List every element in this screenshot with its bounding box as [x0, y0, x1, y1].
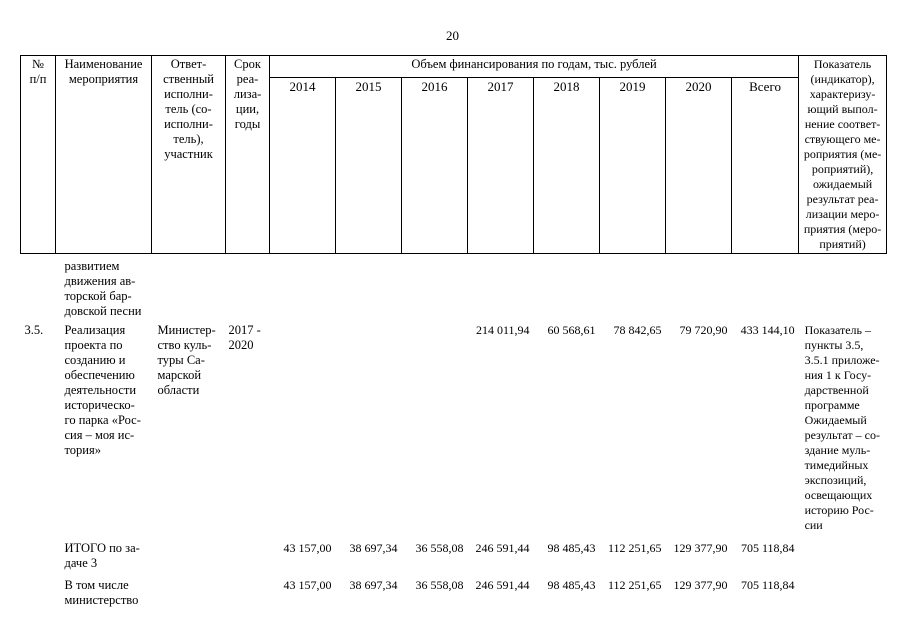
cell-executor: Министер- ство куль- туры Са- марской об…	[157, 323, 216, 397]
cell-value-2015: 38 697,34	[349, 541, 398, 555]
cell-value-2017: 214 011,94	[475, 323, 530, 337]
cell-num	[21, 534, 56, 572]
cell-value-2017	[468, 254, 534, 321]
cell-activity-name: ИТОГО по за- даче 3	[64, 541, 140, 570]
cell-indicator	[799, 572, 887, 609]
cell-activity-name: В том числе министерство	[64, 578, 139, 607]
cell-value-2015	[336, 320, 402, 534]
cell-value-2019: 112 251,65	[607, 578, 662, 592]
cell-value-total: 705 118,84	[741, 541, 795, 555]
cell-value-2014	[270, 320, 336, 534]
header-indicator: Показатель (индикатор), характеризу- ющи…	[798, 55, 888, 254]
table-row-including-ministry: В том числе министерство 43 157,00 38 69…	[21, 572, 887, 609]
cell-executor	[152, 254, 226, 321]
cell-num: 3.5.	[24, 323, 44, 337]
cell-value-2016	[402, 254, 468, 321]
header-activity-name: Наименование мероприятия	[55, 55, 152, 254]
cell-value-total: 705 118,84	[741, 578, 795, 592]
page-number: 20	[446, 28, 459, 43]
header-executor: Ответ- ственный исполни- тель (со- испол…	[151, 55, 226, 254]
header-row-years: 2014 2015 2016 2017 2018 2019 2020 Всего	[21, 77, 887, 254]
header-year-2019: 2019	[599, 77, 666, 254]
cell-value-2016: 36 558,08	[415, 541, 464, 555]
cell-period	[226, 534, 270, 572]
cell-period: 2017 - 2020	[228, 323, 261, 352]
cell-value-2017: 246 591,44	[475, 578, 530, 592]
header-row-top: № п/п Наименование мероприятия Ответ- ст…	[20, 54, 888, 254]
cell-value-2014: 43 157,00	[283, 578, 332, 592]
cell-value-2015: 38 697,34	[349, 578, 398, 592]
header-year-total: Всего	[730, 77, 800, 254]
cell-value-2019: 78 842,65	[613, 323, 662, 337]
table-row-3-5: 3.5. Реализация проекта по созданию и об…	[21, 320, 887, 534]
table-row-total-task3: ИТОГО по за- даче 3 43 157,00 38 697,34 …	[21, 534, 887, 572]
header-year-2014: 2014	[269, 77, 336, 254]
cell-period	[226, 254, 270, 321]
cell-value-2014: 43 157,00	[283, 541, 332, 555]
cell-value-2020: 79 720,90	[679, 323, 728, 337]
financing-table: № п/п Наименование мероприятия Ответ- ст…	[20, 54, 888, 609]
cell-value-2019: 112 251,65	[607, 541, 662, 555]
header-year-2017: 2017	[467, 77, 534, 254]
cell-activity-name: Реализация проекта по созданию и обеспеч…	[64, 323, 141, 457]
cell-value-total: 433 144,10	[740, 323, 795, 337]
cell-value-2018	[534, 254, 600, 321]
cell-indicator	[799, 254, 887, 321]
cell-period	[226, 572, 270, 609]
cell-executor	[152, 572, 226, 609]
cell-value-2014	[270, 254, 336, 321]
cell-indicator	[799, 534, 887, 572]
header-year-2020: 2020	[665, 77, 732, 254]
cell-indicator: Показатель – пункты 3.5, 3.5.1 приложе- …	[804, 323, 880, 532]
cell-num	[21, 254, 56, 321]
header-financing-title: Объем финансирования по годам, тыс. рубл…	[268, 54, 800, 79]
header-period: Срок реа- лиза- ции, годы	[225, 55, 270, 254]
header-year-2015: 2015	[335, 77, 402, 254]
cell-value-2018: 98 485,43	[547, 578, 596, 592]
cell-value-2017: 246 591,44	[475, 541, 530, 555]
header-year-2018: 2018	[533, 77, 600, 254]
cell-value-2019	[600, 254, 666, 321]
table-row-continuation: развитием движения ав- торской бар- довс…	[21, 254, 887, 321]
header-num: № п/п	[20, 55, 56, 254]
cell-value-2015	[336, 254, 402, 321]
cell-value-2018: 98 485,43	[547, 541, 596, 555]
cell-num	[21, 572, 56, 609]
cell-value-total	[732, 254, 799, 321]
table-header: № п/п Наименование мероприятия Ответ- ст…	[20, 54, 888, 254]
cell-activity-name: развитием движения ав- торской бар- довс…	[64, 259, 142, 318]
cell-value-2016: 36 558,08	[415, 578, 464, 592]
cell-value-2018: 60 568,61	[547, 323, 596, 337]
cell-value-2020: 129 377,90	[673, 578, 728, 592]
cell-value-2020	[666, 254, 732, 321]
cell-value-2016	[402, 320, 468, 534]
cell-value-2020: 129 377,90	[673, 541, 728, 555]
header-year-2016: 2016	[401, 77, 468, 254]
cell-executor	[152, 534, 226, 572]
